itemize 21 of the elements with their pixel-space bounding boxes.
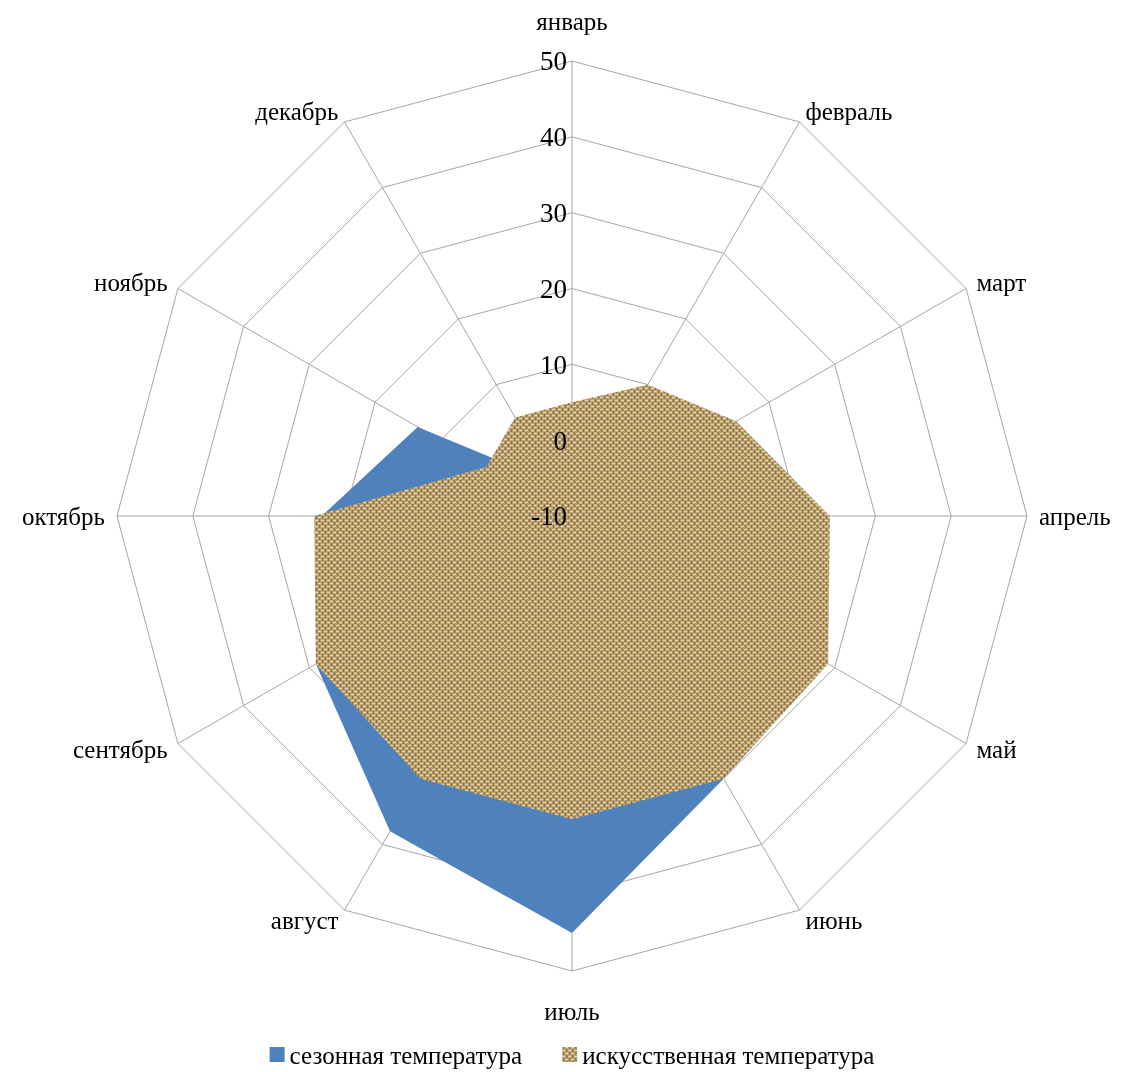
y-tick-label: 30	[540, 198, 567, 229]
spoke-label: апрель	[1039, 502, 1111, 530]
legend-label: сезонная температура	[289, 1041, 523, 1069]
spoke-label: декабрь	[255, 98, 339, 126]
spoke-label: июль	[544, 997, 600, 1025]
legend-label: искусственная температура	[582, 1041, 875, 1069]
spoke-label: август	[270, 907, 339, 935]
y-tick-label: 10	[540, 349, 567, 380]
spoke-label: май	[976, 736, 1017, 764]
spoke-label: январь	[536, 7, 608, 35]
spoke-label: сентябрь	[72, 736, 168, 764]
spoke-label: июнь	[805, 907, 863, 935]
y-tick-label: 50	[540, 46, 567, 77]
y-tick-label: 40	[540, 122, 567, 153]
spoke-label: февраль	[805, 98, 893, 126]
y-tick-label: 20	[540, 273, 567, 304]
spoke-label: октябрь	[21, 502, 105, 530]
spoke-label: ноябрь	[94, 269, 168, 297]
y-tick-label: -10	[531, 501, 567, 532]
y-tick-label: 0	[553, 425, 567, 456]
spoke-label: март	[976, 269, 1027, 297]
